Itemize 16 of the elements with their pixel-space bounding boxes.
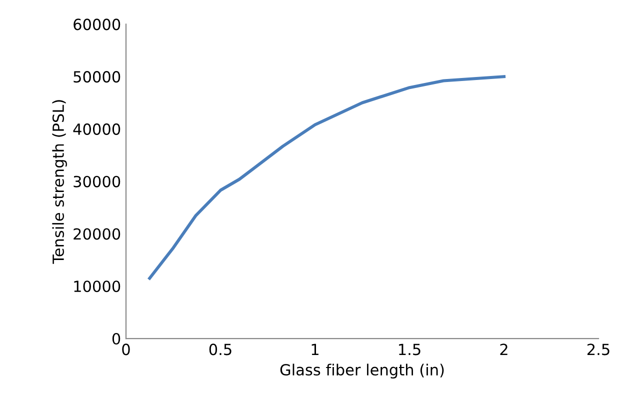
line-series [148,75,506,280]
y-tick-label: 60000 [74,18,120,30]
x-tick-label: 1 [312,344,318,355]
y-axis-title: Tensile strength (PSL) [52,100,67,264]
y-tick-label: 0 [112,332,120,345]
x-tick-label: 0 [122,344,130,356]
x-tick-label: 2.5 [587,344,610,356]
x-tick-label: 0.5 [209,344,232,356]
x-axis-title: Glass fiber length (in) [280,364,444,379]
y-tick-label: 50000 [74,71,120,83]
x-tick-label: 2 [500,344,508,355]
x-tick-label: 1.5 [399,344,420,356]
y-tick-label: 40000 [73,123,120,135]
y-tick-label: 20000 [74,228,120,240]
y-tick-label: 10000 [74,280,120,292]
y-tick-label: 30000 [74,176,120,188]
